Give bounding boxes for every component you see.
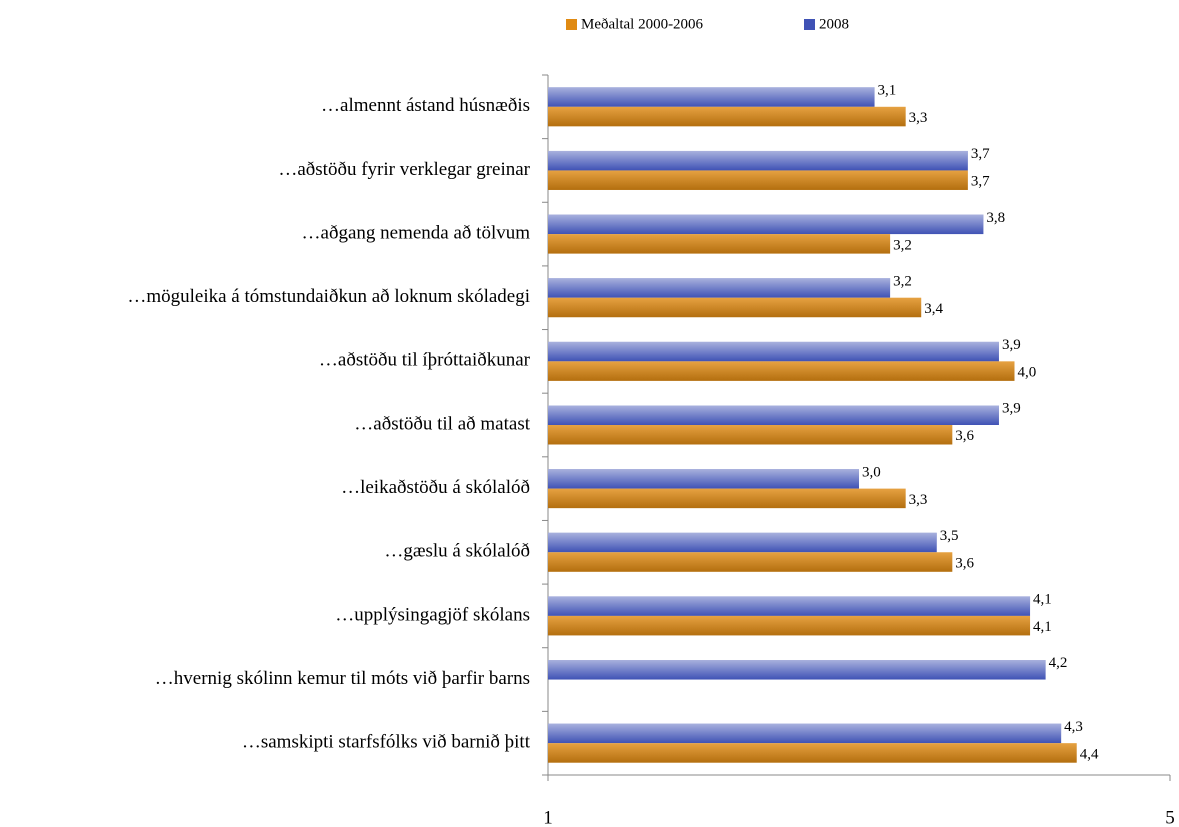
bar-shine [548,170,968,190]
category-label: …hvernig skólinn kemur til móts við þarf… [155,668,530,689]
category-label: …almennt ástand húsnæðis [321,95,530,116]
bar-shine [548,278,891,298]
value-label: 3,2 [893,237,912,253]
legend-label: Meðaltal 2000-2006 [581,16,704,32]
value-label: 4,3 [1064,719,1083,735]
value-label: 4,0 [1018,365,1037,381]
category-label: …leikaðstöðu á skólalóð [341,477,530,498]
value-label: 3,7 [971,174,990,190]
category-label: …gæslu á skólalóð [384,541,530,562]
value-label: 4,1 [1033,619,1052,635]
value-label: 4,1 [1033,592,1052,608]
value-label: 3,9 [1002,401,1021,417]
bar-shine [548,361,1015,381]
category-label: …aðgang nemenda að tölvum [302,222,531,243]
value-label: 4,4 [1080,746,1099,762]
value-label: 3,7 [971,146,990,162]
bar-shine [548,234,891,254]
bar-shine [548,405,999,425]
bar-shine [548,469,859,489]
bar-shine [548,488,906,509]
value-label: 3,6 [955,555,974,571]
x-tick-label: 5 [1165,807,1175,827]
value-label: 4,2 [1049,655,1068,671]
bar-shine [548,425,953,445]
value-label: 3,1 [878,83,897,99]
category-label: …samskipti starfsfólks við barnið þitt [242,732,531,753]
legend-swatch [566,19,577,30]
category-label: …aðstöðu fyrir verklegar greinar [278,159,530,180]
value-label: 3,8 [986,210,1005,226]
bar-shine [548,150,968,171]
category-label: …möguleika á tómstundaiðkun að loknum sk… [127,286,530,307]
bar-shine [548,87,875,107]
x-tick-label: 1 [543,807,553,827]
value-label: 3,6 [955,428,974,444]
bar-shine [548,297,922,318]
category-label: …aðstöðu til að matast [354,413,530,434]
value-label: 3,4 [924,301,943,317]
bar-shine [548,214,984,235]
bar-shine [548,532,937,553]
bar-shine [548,596,1031,616]
value-label: 3,2 [893,273,912,289]
value-label: 3,3 [909,492,928,508]
bar-shine [548,552,953,572]
legend-label: 2008 [819,16,849,32]
value-label: 3,9 [1002,337,1021,353]
category-label: …upplýsingagjöf skólans [335,604,530,625]
category-label: …aðstöðu til íþróttaiðkunar [319,350,531,371]
bar-shine [548,723,1062,744]
value-label: 3,0 [862,464,881,480]
bar-shine [548,660,1046,680]
bar-shine [548,341,999,362]
value-label: 3,3 [909,110,928,126]
bar-shine [548,615,1031,636]
bar-shine [548,743,1077,763]
bar-shine [548,106,906,127]
legend-swatch [804,19,815,30]
value-label: 3,5 [940,528,959,544]
